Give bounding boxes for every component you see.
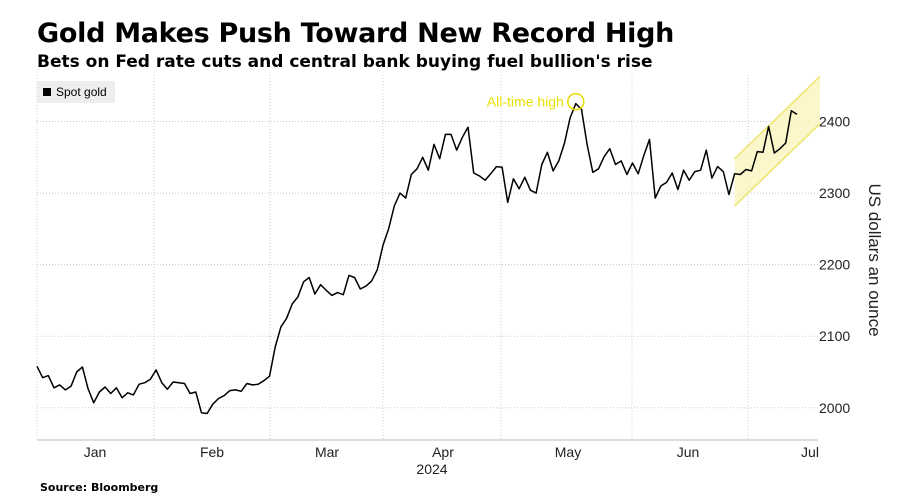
trend-channel-fill (734, 76, 820, 206)
x-tick-label-mar: Mar (315, 444, 339, 460)
y-tick-label-2200: 2200 (819, 257, 850, 273)
x-tick-label-jul: Jul (801, 444, 819, 460)
series-layer (36, 102, 798, 415)
x-year-label: 2024 (416, 461, 447, 477)
legend: Spot gold (37, 81, 115, 103)
all-time-high-annotation: All-time high (487, 92, 585, 111)
y-axis-ticks: 2000 2100 2200 2300 2400 (819, 114, 850, 416)
x-tick-label-jan: Jan (84, 444, 107, 460)
y-tick-label-2100: 2100 (819, 328, 850, 344)
source-note: Source: Bloomberg (40, 481, 159, 494)
x-tick-label-feb: Feb (200, 444, 224, 460)
all-time-high-marker (567, 92, 585, 111)
all-time-high-label: All-time high (487, 94, 564, 110)
series-line-spot-gold (36, 102, 798, 415)
y-tick-label-2300: 2300 (819, 185, 850, 201)
trend-channel-lower (734, 123, 821, 207)
gridlines (36, 75, 818, 441)
x-axis-ticks: Jan Feb Mar Apr May Jun Jul 2024 (84, 444, 819, 477)
chart-title: Gold Makes Push Toward New Record High (37, 18, 675, 49)
x-tick-label-apr: Apr (432, 444, 454, 460)
legend-swatch (43, 88, 51, 96)
trend-channel-upper (734, 75, 821, 160)
y-tick-label-2000: 2000 (819, 400, 850, 416)
x-tick-label-may: May (555, 444, 581, 460)
chart-subtitle: Bets on Fed rate cuts and central bank b… (37, 52, 653, 72)
y-tick-label-2400: 2400 (819, 114, 850, 130)
x-tick-label-jun: Jun (677, 444, 700, 460)
legend-label-spot-gold: Spot gold (56, 85, 107, 99)
y-axis-label: US dollars an ounce (865, 183, 884, 336)
trend-channel (734, 75, 821, 207)
